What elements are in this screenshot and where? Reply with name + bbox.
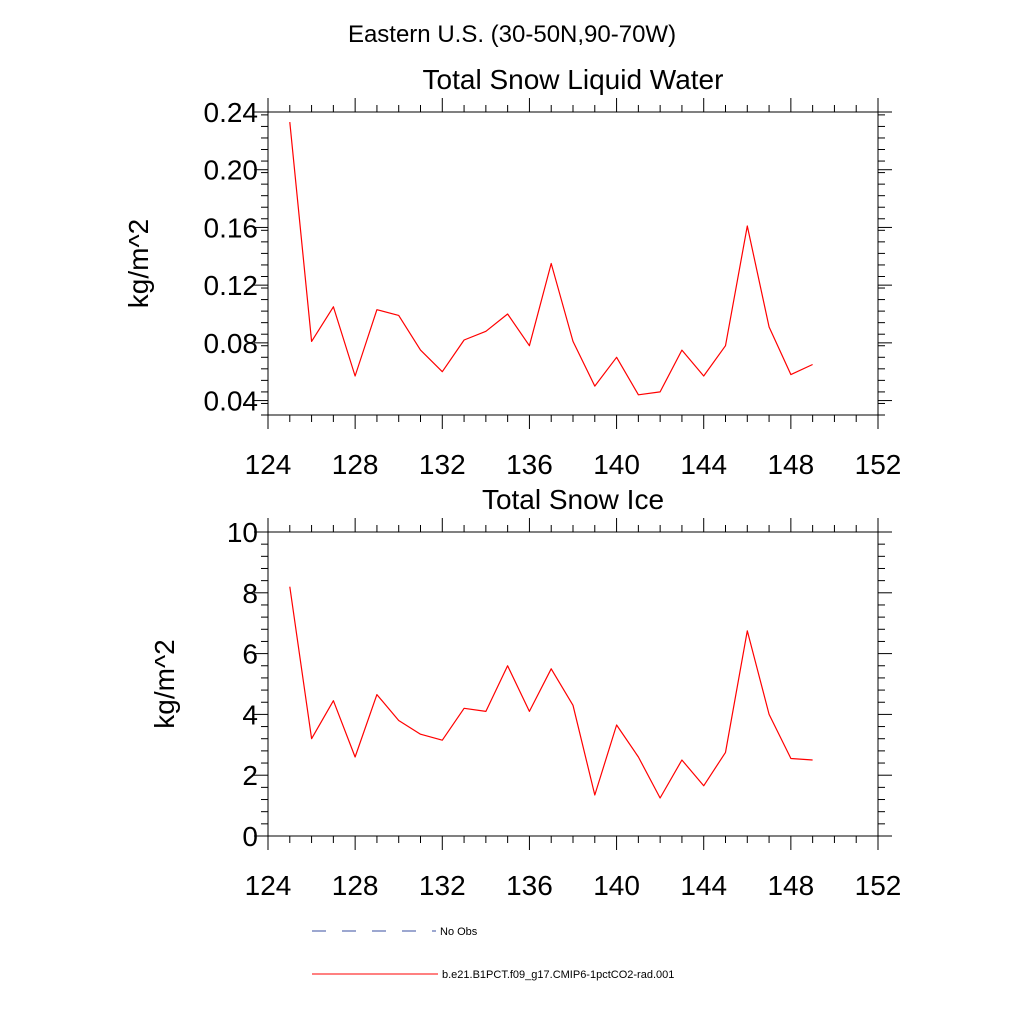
legend-label-no-obs: No Obs: [440, 926, 478, 938]
chart-0-x-tick-label: 136: [506, 449, 553, 480]
page-title: Eastern U.S. (30-50N,90-70W): [348, 21, 676, 48]
chart-1-x-tick-label: 128: [332, 870, 379, 901]
chart-0-x-tick-label: 144: [680, 449, 727, 480]
chart-0-y-tick-label: 0.12: [204, 270, 259, 301]
chart-1-ylabel: kg/m^2: [149, 639, 180, 728]
chart-1-plot-frame: [267, 531, 879, 837]
chart-1-x-tick-label: 136: [506, 870, 553, 901]
chart-1-x-tick-label: 144: [680, 870, 727, 901]
chart-1-x-tick-label: 148: [767, 870, 814, 901]
chart-0-series-line-0: [289, 122, 813, 396]
chart-1-x-tick-label: 140: [593, 870, 640, 901]
legend-label-model-run: b.e21.B1PCT.f09_g17.CMIP6-1pctCO2-rad.00…: [442, 969, 674, 981]
chart-1-y-tick-label: 8: [242, 578, 258, 609]
chart-0-y-tick-label: 0.04: [204, 386, 259, 417]
chart-1-y-tick-label: 10: [227, 517, 258, 548]
chart-0-title: Total Snow Liquid Water: [423, 64, 724, 95]
chart-1-title: Total Snow Ice: [482, 484, 664, 515]
chart-1-series-line-0: [289, 586, 813, 799]
chart-0-ylabel: kg/m^2: [123, 219, 154, 308]
chart-0-y-tick-label: 0.20: [204, 155, 259, 186]
chart-1-y-tick-label: 6: [242, 639, 258, 670]
chart-0-x-tick-label: 148: [767, 449, 814, 480]
chart-1-y-tick-label: 0: [242, 821, 258, 852]
chart-0-plot-frame: [267, 111, 879, 416]
chart-0-x-tick-label: 124: [245, 449, 292, 480]
chart-0-x-tick-label: 132: [419, 449, 466, 480]
chart-panel-snow-liquid-water: Total Snow Liquid Water 124 128 132 136 140 14…: [123, 64, 901, 480]
chart-0-y-tick-label: 0.24: [204, 97, 259, 128]
chart-0-x-tick-label: 152: [855, 449, 902, 480]
chart-0-y-tick-label: 0.08: [204, 328, 259, 359]
chart-0-x-tick-label: 140: [593, 449, 640, 480]
chart-1-x-tick-label: 132: [419, 870, 466, 901]
chart-1-x-tick-label: 124: [245, 870, 292, 901]
chart-0-x-tick-label: 128: [332, 449, 379, 480]
chart-1-y-tick-label: 4: [242, 699, 258, 730]
legend: No Obs b.e21.B1PCT.f09_g17.CMIP6-1pctCO2…: [312, 926, 674, 981]
chart-1-y-tick-label: 2: [242, 760, 258, 791]
chart-1-x-tick-label: 152: [855, 870, 902, 901]
chart-0-y-tick-label: 0.16: [204, 212, 259, 243]
chart-panel-snow-ice: Total Snow Ice 124 128 132 136 140 144 148 152 0 2…: [149, 484, 901, 901]
